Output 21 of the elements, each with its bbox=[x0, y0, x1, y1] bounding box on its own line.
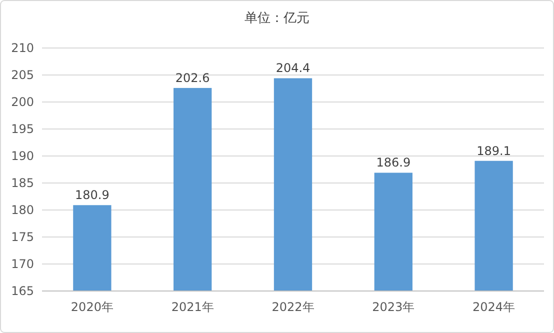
chart-title: 单位：亿元 bbox=[244, 11, 310, 26]
y-tick-label: 180 bbox=[11, 203, 34, 217]
y-tick-label: 205 bbox=[11, 68, 34, 82]
y-tick-label: 165 bbox=[11, 284, 34, 298]
x-tick-label: 2023年 bbox=[372, 300, 415, 314]
y-tick-label: 200 bbox=[11, 95, 34, 109]
x-tick-label: 2021年 bbox=[171, 300, 214, 314]
y-tick-label: 170 bbox=[11, 257, 34, 271]
data-label: 202.6 bbox=[175, 70, 210, 85]
data-label: 204.4 bbox=[276, 61, 310, 76]
x-tick-label: 2024年 bbox=[472, 300, 516, 314]
y-tick-label: 185 bbox=[11, 176, 34, 190]
data-label: 189.1 bbox=[476, 144, 511, 158]
y-tick-label: 175 bbox=[11, 230, 34, 244]
x-tick-label: 2022年 bbox=[272, 300, 314, 314]
y-tick-label: 195 bbox=[11, 122, 34, 136]
y-tick-label: 190 bbox=[11, 149, 34, 163]
data-label: 186.9 bbox=[376, 156, 411, 170]
y-tick-label: 210 bbox=[11, 41, 34, 55]
data-label: 180.9 bbox=[75, 188, 110, 202]
x-tick-label: 2020年 bbox=[70, 300, 114, 314]
